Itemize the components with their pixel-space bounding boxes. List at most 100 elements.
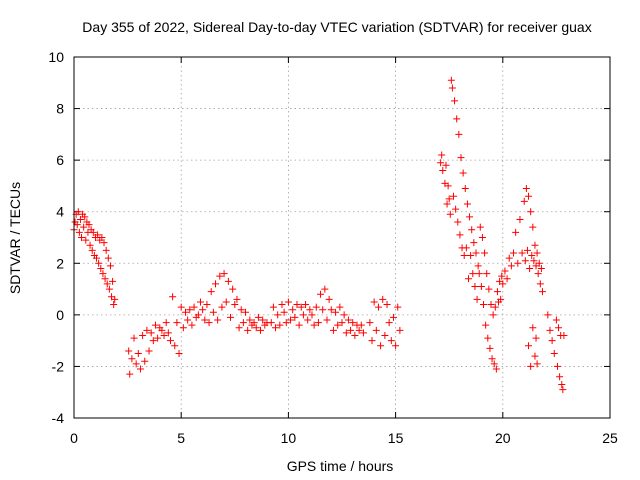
data-point — [93, 254, 101, 262]
data-point — [527, 362, 535, 370]
data-point — [469, 270, 477, 278]
data-point — [443, 200, 451, 208]
data-point — [222, 298, 230, 306]
data-point — [110, 301, 118, 309]
data-point — [310, 321, 318, 329]
x-tick-label: 15 — [388, 430, 404, 446]
data-point — [125, 347, 133, 355]
data-point — [459, 169, 467, 177]
data-point — [109, 277, 117, 285]
data-point — [556, 373, 564, 381]
data-point — [207, 288, 215, 296]
data-point — [485, 285, 493, 293]
data-point — [227, 313, 235, 321]
data-point — [467, 252, 475, 260]
data-point — [104, 254, 112, 262]
data-point — [184, 316, 192, 324]
x-tick-label: 0 — [70, 430, 78, 446]
data-point — [538, 288, 546, 296]
data-point — [533, 249, 541, 257]
data-point — [329, 326, 337, 334]
data-point — [233, 295, 241, 303]
data-point — [522, 185, 530, 193]
data-point — [239, 319, 247, 327]
data-point — [471, 282, 479, 290]
data-point — [101, 275, 109, 283]
data-point — [141, 357, 149, 365]
data-point — [269, 303, 277, 311]
y-axis-label: SDTVAR / TECUs — [7, 182, 23, 294]
y-tick-label: -4 — [52, 410, 65, 426]
data-point — [446, 210, 454, 218]
data-point — [276, 321, 284, 329]
data-point — [514, 259, 522, 267]
data-point — [111, 295, 119, 303]
data-point — [444, 182, 452, 190]
data-point — [95, 259, 103, 267]
data-point — [259, 316, 267, 324]
data-point — [282, 319, 290, 327]
y-tick-label: 10 — [48, 49, 64, 65]
data-point — [291, 313, 299, 321]
data-point — [394, 303, 402, 311]
data-point — [532, 334, 540, 342]
data-point — [82, 236, 90, 244]
data-point — [147, 329, 155, 337]
data-point — [486, 344, 494, 352]
data-point — [518, 249, 526, 257]
data-point — [445, 195, 453, 203]
data-point — [442, 161, 450, 169]
data-point — [437, 159, 445, 167]
data-point — [336, 303, 344, 311]
data-point — [498, 272, 506, 280]
data-point — [487, 301, 495, 309]
data-point — [287, 316, 295, 324]
data-point — [136, 365, 144, 373]
data-point — [510, 249, 518, 257]
data-point — [338, 319, 346, 327]
data-point — [179, 324, 187, 332]
data-point — [462, 244, 470, 252]
data-point — [550, 350, 558, 358]
data-point — [492, 365, 500, 373]
data-point — [379, 295, 387, 303]
data-point — [73, 221, 81, 229]
data-point — [536, 280, 544, 288]
data-point — [78, 234, 86, 241]
data-point — [323, 316, 331, 324]
data-point — [274, 311, 282, 319]
data-point — [387, 337, 395, 345]
data-point — [490, 360, 498, 368]
data-point — [535, 259, 543, 267]
data-point — [377, 342, 385, 350]
data-point — [205, 319, 213, 327]
data-point — [449, 192, 457, 200]
data-point — [546, 326, 554, 334]
data-point — [351, 331, 359, 339]
data-point — [293, 301, 301, 309]
data-point — [128, 355, 136, 363]
data-point — [483, 270, 491, 278]
data-point — [196, 298, 204, 306]
data-point — [396, 326, 404, 334]
data-point — [516, 215, 524, 223]
data-point — [103, 280, 111, 288]
data-point — [76, 215, 84, 223]
data-point — [312, 303, 320, 311]
data-point — [289, 306, 297, 314]
data-point — [372, 326, 380, 334]
data-point — [470, 239, 478, 247]
data-point — [452, 205, 460, 213]
data-point — [151, 321, 159, 329]
data-point — [493, 288, 501, 296]
data-point — [476, 223, 484, 231]
y-tick-label: 8 — [56, 101, 64, 117]
x-tick-label: 10 — [281, 430, 297, 446]
data-point — [209, 308, 217, 316]
data-point — [302, 301, 310, 309]
data-point — [280, 308, 288, 316]
data-point — [447, 76, 455, 84]
data-point — [520, 197, 528, 205]
data-point — [75, 228, 83, 236]
